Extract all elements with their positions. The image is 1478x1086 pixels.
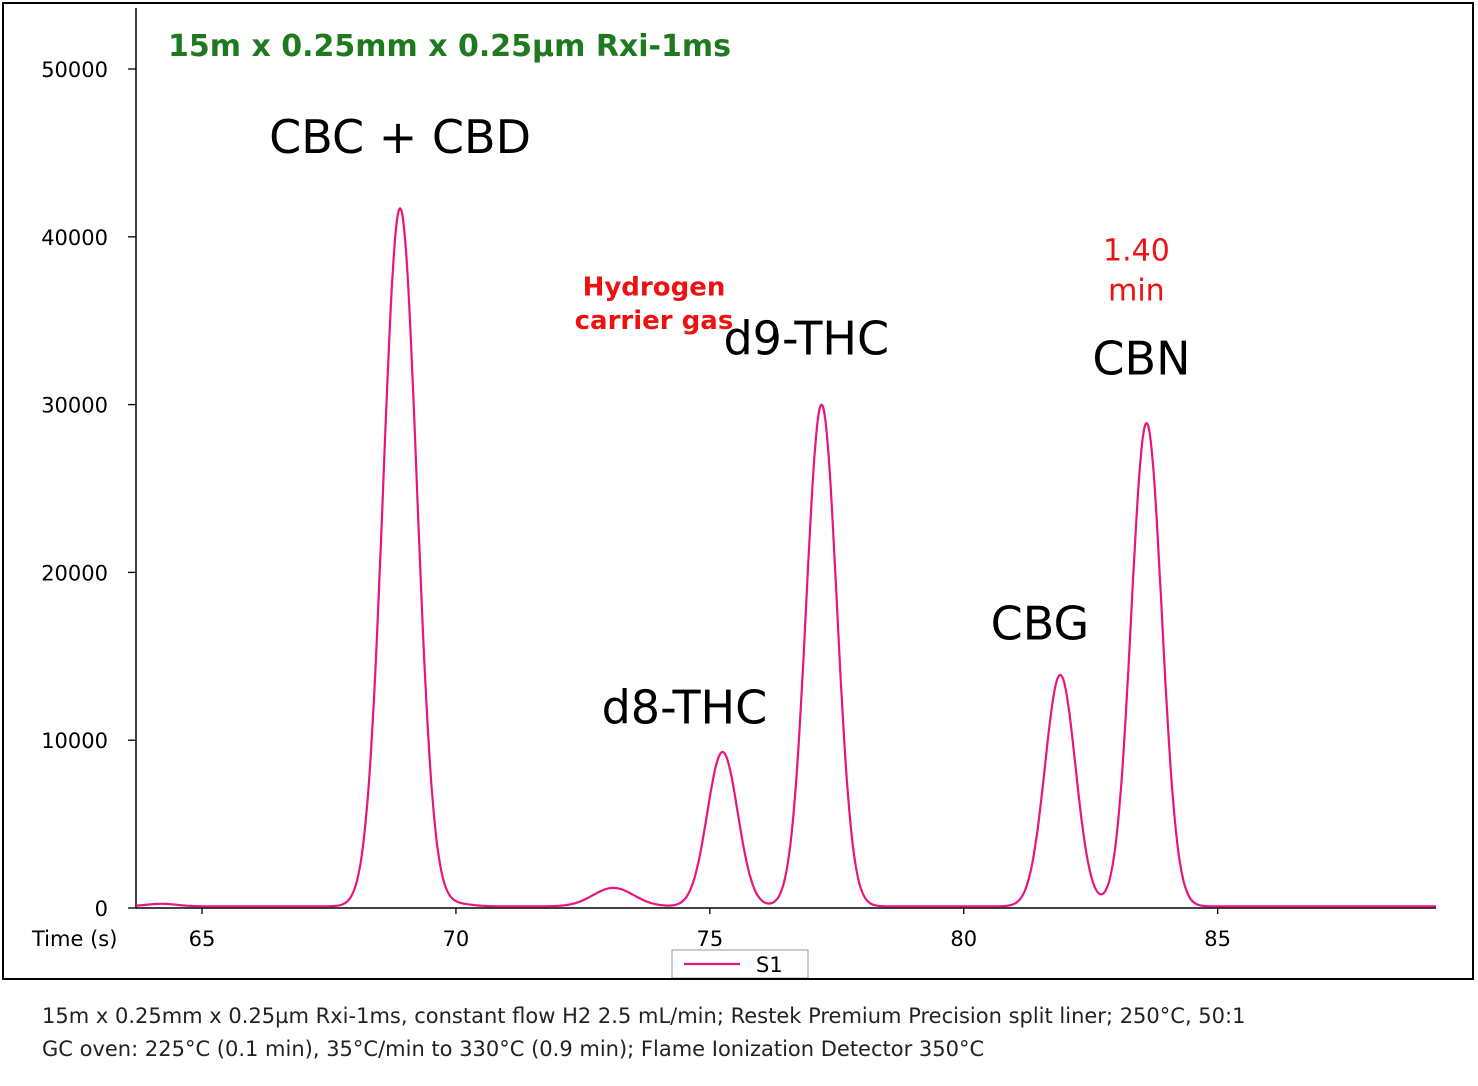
method-conditions-line-1: 15m x 0.25mm x 0.25µm Rxi-1ms, constant … — [42, 1004, 1246, 1028]
y-tick-label: 30000 — [41, 394, 108, 418]
y-tick-label: 50000 — [41, 58, 108, 82]
y-tick-label: 20000 — [41, 561, 108, 585]
method-conditions-line-2: GC oven: 225°C (0.1 min), 35°C/min to 33… — [42, 1037, 985, 1061]
chromatogram-chart: 0 10000 20000 30000 40000 50000 65 70 75 80 85 Time… — [31, 8, 1437, 978]
annotation-peak-cbc-cbd: CBC + CBD — [269, 110, 531, 164]
x-tick-label: 80 — [950, 927, 977, 951]
annotation-peak-cbn: CBN — [1092, 331, 1190, 385]
chart-title: 15m x 0.25mm x 0.25µm Rxi-1ms — [168, 29, 731, 64]
x-tick-label: 65 — [189, 927, 216, 951]
annotation-note-time-value: 1.40 — [1103, 233, 1170, 268]
y-tick-label: 0 — [95, 897, 108, 921]
x-axis-label: Time (s) — [31, 927, 117, 951]
y-tick-label: 10000 — [41, 729, 108, 753]
legend-label: S1 — [756, 953, 783, 977]
x-tick-label: 70 — [443, 927, 470, 951]
annotation-note-time-unit: min — [1108, 274, 1165, 309]
annotation-note-hydrogen: Hydrogen — [583, 273, 726, 303]
x-tick-label: 85 — [1204, 927, 1231, 951]
x-tick-label: 75 — [696, 927, 723, 951]
series-line-s1 — [135, 207, 1437, 908]
annotation-peak-d8: d8-THC — [602, 680, 768, 734]
chart-frame: 0 10000 20000 30000 40000 50000 65 70 75 80 85 Time… — [2, 2, 1474, 980]
annotation-peak-d9: d9-THC — [723, 311, 889, 365]
annotation-peak-cbg: CBG — [991, 597, 1090, 651]
y-tick-label: 40000 — [41, 226, 108, 250]
annotation-note-carrier: carrier gas — [575, 306, 734, 336]
